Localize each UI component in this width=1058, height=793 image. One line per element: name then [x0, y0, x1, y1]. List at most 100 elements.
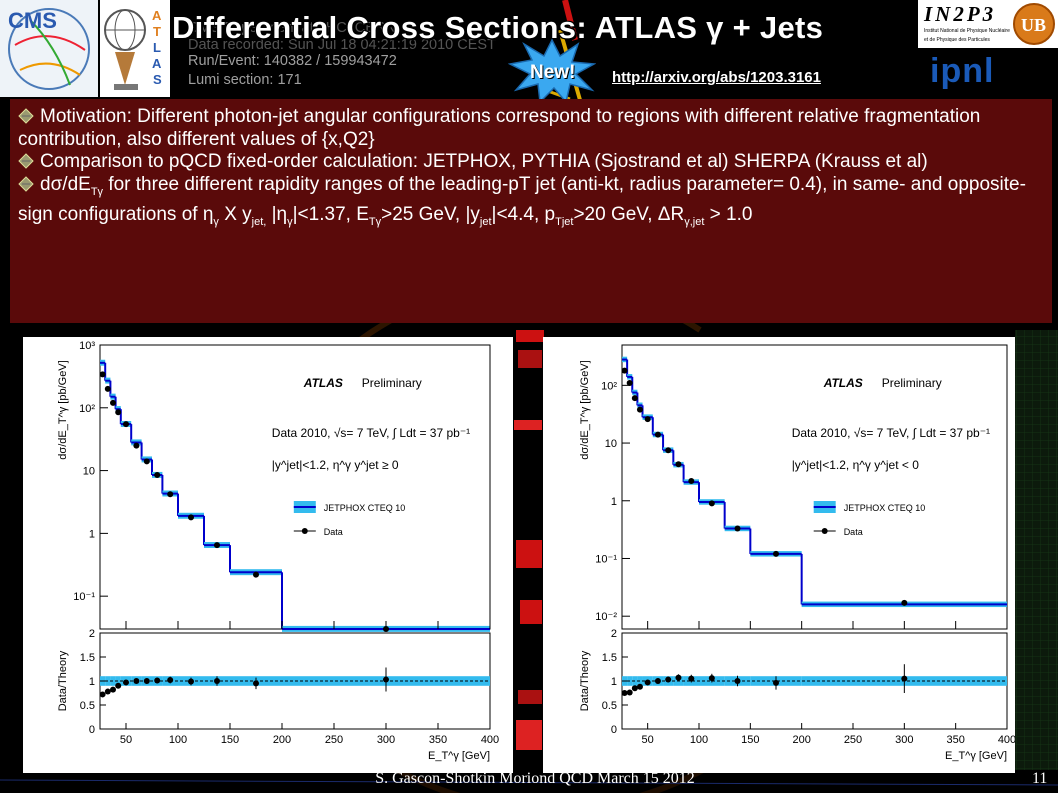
- y-tick-label: 10: [83, 466, 95, 478]
- svg-text:A: A: [152, 56, 162, 71]
- y-tick-label: 10²: [79, 403, 95, 415]
- ratio-point: [644, 679, 651, 686]
- legend-data-swatch-point: [821, 528, 828, 534]
- new-badge: New!: [507, 38, 597, 104]
- ratio-y-axis-label: Data/Theory: [579, 650, 591, 711]
- plot-left-panel: 10⁻¹ 1 10 10² 10³ 50 100 150 200 250 300 350 400 0 0.5…: [23, 337, 513, 773]
- bullet-2-text: Comparison to pQCD fixed-order calculati…: [40, 151, 928, 173]
- y-axis-label: dσ/dE_T^γ [pb/GeV]: [579, 360, 591, 459]
- ratio-y-tick-label: 2: [89, 628, 95, 640]
- y-tick-label: 1: [89, 528, 95, 540]
- data-point: [773, 550, 779, 557]
- x-tick-label: 100: [690, 734, 708, 746]
- x-axis-label: E_T^γ [GeV]: [945, 750, 1007, 762]
- ratio-point: [675, 674, 682, 681]
- preliminary-label: Preliminary: [362, 376, 422, 390]
- y-axis-label: dσ/dE_T^γ [pb/GeV]: [57, 360, 69, 459]
- legend-theory-label: JETPHOX CTEQ 10: [324, 503, 406, 513]
- ipnl-logo: ipnl: [930, 52, 1030, 92]
- bullet-icon: [18, 176, 34, 192]
- legend-data-label: Data: [844, 527, 863, 537]
- data-point: [104, 385, 111, 392]
- x-tick-label: 50: [120, 734, 132, 746]
- x-axis-label: E_T^γ [GeV]: [428, 750, 490, 762]
- atlas-label: ATLAS: [823, 376, 863, 390]
- data-point: [675, 461, 682, 468]
- y-tick-label: 1: [611, 496, 617, 508]
- atlas-logo: A T L A S: [100, 0, 170, 97]
- x-tick-label: 350: [429, 734, 447, 746]
- x-tick-label: 250: [844, 734, 862, 746]
- overlay-line-3: Run/Event: 140382 / 159943472: [188, 53, 397, 69]
- svg-text:T: T: [153, 24, 161, 39]
- x-tick-label: 150: [221, 734, 239, 746]
- ratio-y-axis-label: Data/Theory: [57, 650, 69, 711]
- overlay-line-1: CMS Experiment at LHC, CERN: [188, 20, 396, 36]
- ratio-y-tick-label: 1: [611, 676, 617, 688]
- data-point: [665, 447, 672, 454]
- bullet-2: Comparison to pQCD fixed-order calculati…: [18, 151, 1048, 174]
- y-tick-label: 10⁻¹: [595, 553, 617, 565]
- overlay-line-4: Lumi section: 171: [188, 72, 302, 88]
- ratio-point: [115, 682, 122, 689]
- ratio-point: [708, 675, 715, 682]
- main-frame: [99, 344, 491, 630]
- data-info-label: Data 2010, √s= 7 TeV, ∫ Ldt = 37 pb⁻¹: [792, 426, 990, 440]
- data-point: [167, 491, 174, 498]
- cms-logo: CMS: [0, 0, 98, 97]
- page-number: 11: [1032, 770, 1048, 787]
- x-tick-label: 300: [377, 734, 395, 746]
- data-point: [631, 395, 638, 402]
- arxiv-link[interactable]: http://arxiv.org/abs/1203.3161: [612, 69, 821, 86]
- in2p3-logo-text: IN2P3: [924, 2, 997, 26]
- starburst-icon: [507, 38, 597, 104]
- main-frame: [621, 344, 1008, 630]
- data-point: [133, 442, 140, 449]
- data-point: [644, 416, 651, 423]
- cross-section-chart-same-sign: 10⁻¹ 1 10 10² 10³ 50 100 150 200 250 300 350 400 0 0.5…: [57, 340, 499, 762]
- ratio-band: [115, 676, 121, 686]
- selection-label: |y^jet|<1.2, η^γ y^jet ≥ 0: [272, 458, 399, 472]
- x-tick-label: 400: [998, 734, 1015, 746]
- x-tick-label: 300: [895, 734, 913, 746]
- bullet-3: dσ/dETγ for three different rapidity ran…: [18, 174, 1026, 228]
- x-tick-label: 50: [642, 734, 654, 746]
- ratio-y-tick-label: 1: [89, 676, 95, 688]
- x-tick-label: 200: [792, 734, 810, 746]
- ratio-point: [631, 685, 638, 692]
- in2p3-logo-sub1: Institut National de Physique Nucléaire: [924, 28, 1010, 34]
- ratio-point: [143, 678, 150, 684]
- data-point: [901, 599, 908, 606]
- ratio-y-tick-label: 2: [611, 628, 617, 640]
- ratio-point: [773, 679, 779, 686]
- svg-text:A: A: [152, 8, 162, 23]
- data-point: [734, 525, 741, 532]
- bullet-1: Motivation: Different photon-jet angular…: [18, 106, 1048, 151]
- x-tick-label: 150: [741, 734, 759, 746]
- legend-data-label: Data: [324, 527, 343, 537]
- data-point: [654, 431, 661, 438]
- ratio-point: [133, 678, 140, 684]
- ipnl-logo-text: ipnl: [930, 52, 995, 90]
- in2p3-logo: IN2P3 Institut National de Physique Nucl…: [918, 0, 1010, 48]
- legend-theory-label: JETPHOX CTEQ 10: [844, 503, 926, 513]
- plot-right-panel: 10⁻² 10⁻¹ 1 10 10² 50 100 150 200 250 300 350 400 0 0.…: [543, 337, 1016, 773]
- ratio-point: [253, 680, 259, 687]
- data-info-label: Data 2010, √s= 7 TeV, ∫ Ldt = 37 pb⁻¹: [272, 426, 470, 440]
- footer-text: S. Gascon-Shotkin Moriond QCD March 15 2…: [375, 770, 695, 787]
- x-tick-label: 400: [481, 734, 499, 746]
- y-tick-label: 10: [605, 438, 617, 450]
- ratio-point: [626, 689, 633, 696]
- motivation-text: Motivation: Different photon-jet angular…: [18, 106, 1048, 233]
- overlay-line-2: Data recorded: Sun Jul 18 04:21:19 2010 …: [188, 37, 496, 53]
- ratio-point: [636, 683, 643, 690]
- data-point: [188, 514, 194, 521]
- ratio-y-tick-label: 1.5: [602, 652, 617, 664]
- ratio-point: [654, 678, 661, 684]
- bullet-icon: [18, 108, 34, 124]
- ub-logo-text: UB: [1021, 15, 1046, 35]
- new-badge-label: New!: [530, 62, 576, 83]
- data-point: [636, 406, 643, 413]
- cms-logo-text: CMS: [8, 8, 57, 33]
- ratio-point: [621, 690, 628, 696]
